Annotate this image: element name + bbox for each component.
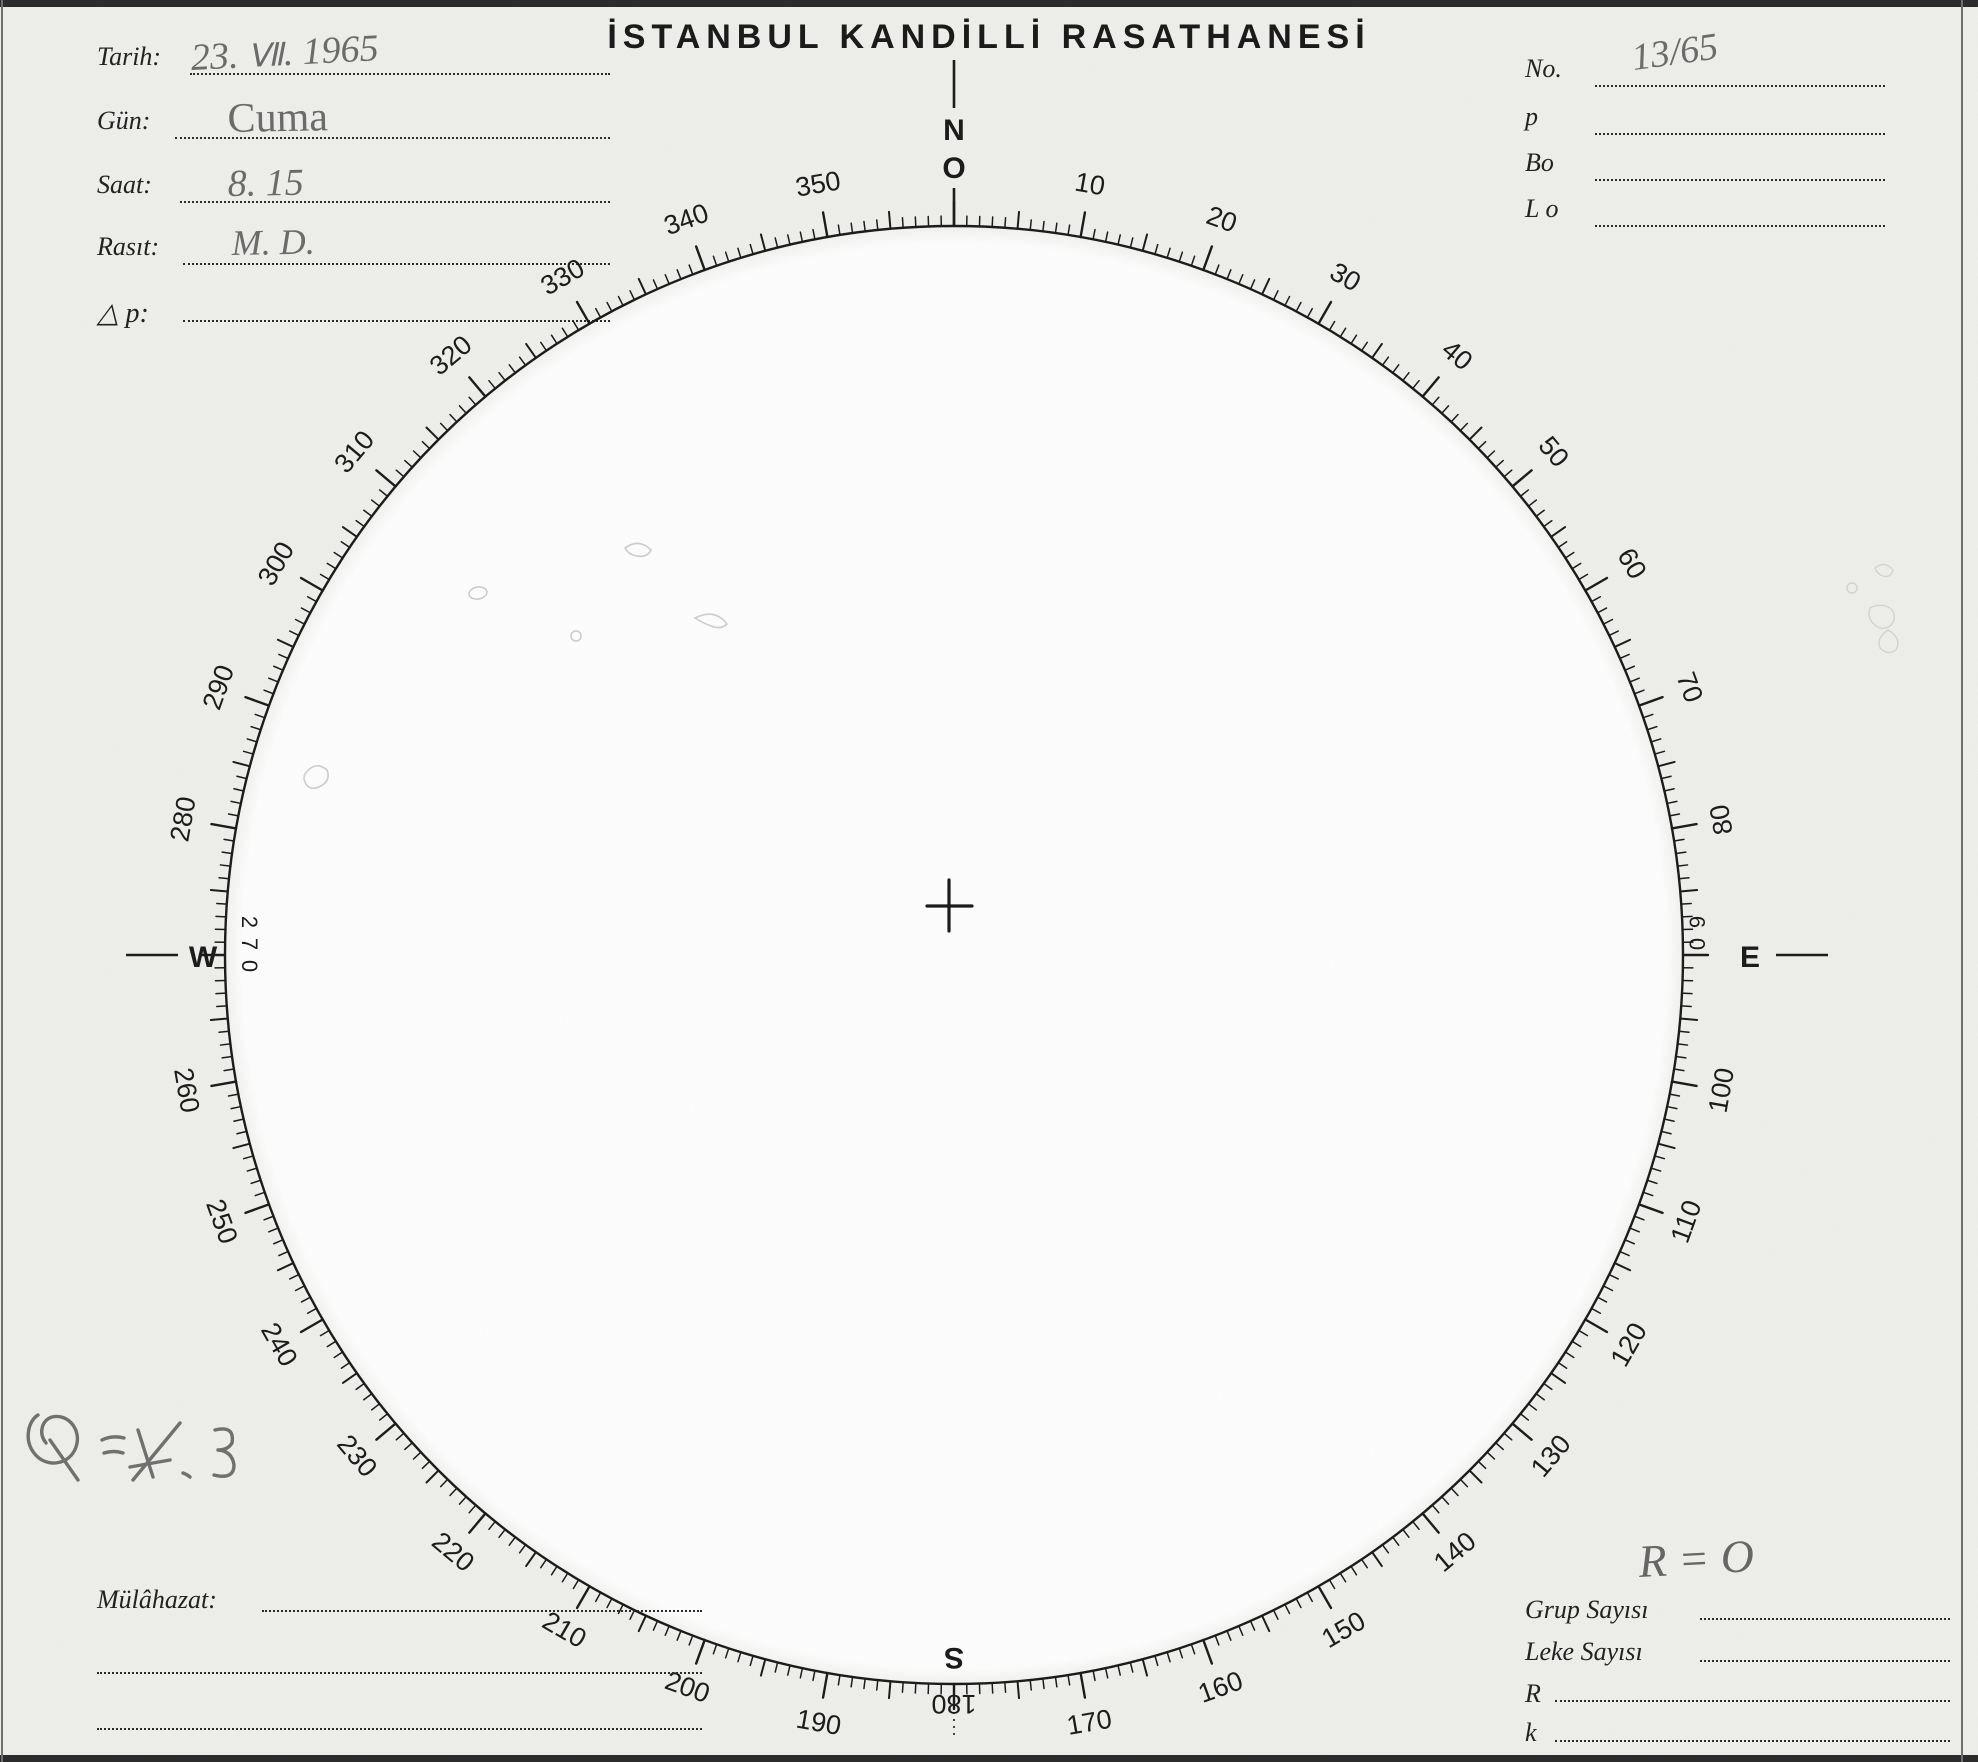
svg-text:210: 210 bbox=[537, 1605, 591, 1654]
svg-text:250: 250 bbox=[200, 1195, 244, 1248]
svg-text:80: 80 bbox=[1704, 802, 1739, 837]
svg-text:30: 30 bbox=[1325, 257, 1366, 298]
svg-text:240: 240 bbox=[255, 1318, 304, 1372]
svg-text:2: 2 bbox=[237, 916, 262, 928]
svg-text:W: W bbox=[189, 941, 218, 974]
svg-text:0: 0 bbox=[1685, 938, 1710, 950]
svg-text:330: 330 bbox=[536, 253, 590, 302]
svg-text:7: 7 bbox=[237, 938, 262, 950]
svg-text:260: 260 bbox=[168, 1066, 205, 1116]
svg-text:100: 100 bbox=[1703, 1066, 1740, 1116]
svg-text:300: 300 bbox=[252, 537, 301, 591]
svg-text:10: 10 bbox=[1073, 167, 1108, 202]
svg-text:140: 140 bbox=[1428, 1526, 1482, 1578]
svg-text:190: 190 bbox=[794, 1704, 844, 1741]
svg-text:70: 70 bbox=[1670, 668, 1708, 706]
svg-text:S: S bbox=[944, 1641, 964, 1674]
svg-text:0: 0 bbox=[237, 960, 262, 972]
svg-text:60: 60 bbox=[1611, 543, 1652, 584]
svg-text:E: E bbox=[1740, 941, 1760, 974]
svg-text:320: 320 bbox=[424, 329, 478, 381]
svg-text:O: O bbox=[942, 152, 965, 185]
svg-text:9: 9 bbox=[1685, 916, 1710, 928]
svg-text:150: 150 bbox=[1317, 1605, 1371, 1654]
svg-text:20: 20 bbox=[1203, 200, 1241, 238]
svg-text:310: 310 bbox=[328, 425, 380, 479]
svg-text:170: 170 bbox=[1065, 1704, 1115, 1741]
svg-text:280: 280 bbox=[164, 794, 201, 844]
svg-text:180: 180 bbox=[931, 1689, 976, 1719]
svg-text:290: 290 bbox=[197, 661, 241, 714]
svg-text:50: 50 bbox=[1533, 431, 1575, 473]
svg-text:120: 120 bbox=[1604, 1318, 1653, 1372]
svg-text:40: 40 bbox=[1436, 334, 1478, 376]
svg-text:110: 110 bbox=[1665, 1196, 1708, 1247]
svg-text:N: N bbox=[943, 114, 965, 147]
svg-text:160: 160 bbox=[1194, 1665, 1247, 1709]
svg-text:230: 230 bbox=[331, 1429, 383, 1483]
svg-text:340: 340 bbox=[660, 198, 713, 242]
svg-text:350: 350 bbox=[793, 165, 843, 202]
svg-text:130: 130 bbox=[1525, 1429, 1577, 1483]
svg-text:220: 220 bbox=[426, 1526, 480, 1578]
